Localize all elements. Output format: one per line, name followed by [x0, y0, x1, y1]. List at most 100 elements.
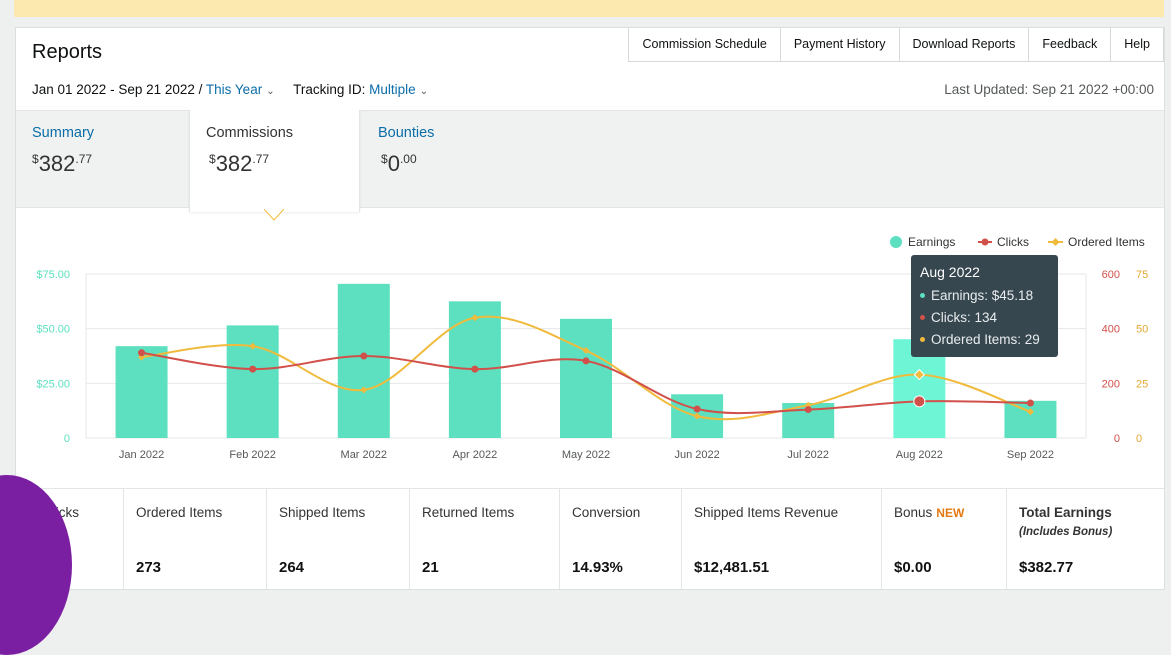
filter-bar: Jan 01 2022 - Sep 21 2022 / This Year ⌄ T… — [32, 82, 428, 97]
legend-clicks-marker — [981, 238, 989, 246]
stat-sublabel: (Includes Bonus) — [1019, 526, 1113, 538]
clicks-point — [471, 365, 479, 373]
ordered-items-point — [693, 412, 701, 420]
tooltip-ordered-items: Ordered Items: 29 — [920, 329, 1049, 351]
ordered-items-point — [1026, 408, 1034, 416]
tab-summary[interactable]: Summary $382.77 — [16, 111, 189, 207]
right-axis-clicks-tick: 200 — [1102, 378, 1120, 390]
clicks-point — [138, 349, 146, 357]
stat-value: 273 — [136, 559, 162, 576]
stat-label: Shipped Items Revenue — [694, 505, 839, 520]
tracking-id-value: Multiple — [369, 82, 416, 97]
ordered-items-line — [141, 315, 1031, 421]
stat-bonus: Bonus NEW $0.00 — [882, 489, 1007, 589]
chevron-down-icon: ⌄ — [266, 86, 275, 97]
tab-commissions-label: Commissions — [206, 125, 294, 141]
x-axis-tick: May 2022 — [562, 449, 610, 461]
tracking-id-dropdown[interactable]: Multiple ⌄ — [369, 82, 428, 97]
download-reports-link[interactable]: Download Reports — [898, 28, 1030, 62]
left-axis-tick: $25.00 — [36, 378, 70, 390]
stat-conversion: Conversion 14.93% — [560, 489, 682, 589]
clicks-point — [582, 357, 590, 365]
clicks-point — [693, 405, 701, 413]
x-axis-tick: Apr 2022 — [453, 449, 498, 461]
left-axis-tick: $50.00 — [36, 324, 70, 336]
tooltip-clicks: Clicks: 134 — [920, 307, 1049, 329]
date-range: Jan 01 2022 - Sep 21 2022 / — [32, 82, 203, 97]
tab-commissions[interactable]: Commissions $382.77 — [189, 110, 360, 212]
chart-tooltip: Aug 2022 Earnings: $45.18 Clicks: 134 Or… — [911, 255, 1058, 357]
report-tabs: Summary $382.77 Commissions $382.77 Boun… — [16, 110, 1164, 212]
x-axis-tick: Feb 2022 — [229, 449, 275, 461]
stat-returned-items: Returned Items 21 — [410, 489, 560, 589]
tracking-id-label: Tracking ID: — [293, 82, 366, 97]
notice-banner — [14, 0, 1164, 17]
new-badge: NEW — [936, 506, 965, 520]
tooltip-earnings: Earnings: $45.18 — [920, 285, 1049, 307]
ordered-items-point — [804, 401, 812, 409]
tab-summary-amount: $382.77 — [32, 151, 93, 176]
legend-earnings-marker — [890, 236, 902, 248]
clicks-point — [249, 365, 257, 373]
legend-earnings-label: Earnings — [908, 235, 955, 249]
clicks-point — [360, 352, 368, 360]
left-axis-tick: 0 — [64, 433, 70, 445]
clicks-point — [804, 406, 812, 414]
stat-label: Ordered Items — [136, 505, 223, 520]
ordered-items-point — [138, 353, 146, 361]
reports-card: Reports Commission Schedule Payment Hist… — [15, 27, 1165, 590]
ordered-items-point — [582, 347, 590, 355]
right-axis-items-tick: 25 — [1136, 378, 1148, 390]
period-dropdown[interactable]: This Year ⌄ — [206, 82, 275, 97]
stat-value: $382.77 — [1019, 559, 1074, 576]
clicks-point — [913, 395, 926, 408]
report-links: Commission Schedule Payment History Down… — [628, 28, 1164, 62]
x-axis-tick: Aug 2022 — [896, 449, 943, 461]
stat-total-earnings: Total Earnings (Includes Bonus) $382.77 — [1007, 489, 1164, 589]
ordered-items-point — [360, 386, 368, 394]
stat-label: Bonus NEW — [894, 505, 965, 520]
x-axis-tick: Jul 2022 — [787, 449, 829, 461]
right-axis-clicks-tick: 600 — [1102, 269, 1120, 281]
ordered-items-point — [471, 314, 479, 322]
stat-ordered-items: Ordered Items 273 — [124, 489, 267, 589]
legend-ordered-items-label: Ordered Items — [1068, 235, 1145, 249]
commission-schedule-link[interactable]: Commission Schedule — [628, 28, 781, 62]
x-axis-tick: Jan 2022 — [119, 449, 164, 461]
tooltip-title: Aug 2022 — [920, 264, 980, 280]
earnings-bar — [226, 325, 279, 438]
stats-row: Clicks 28 Ordered Items 273 Shipped Item… — [16, 488, 1164, 589]
right-axis-clicks-tick: 0 — [1114, 433, 1120, 445]
stat-label: Returned Items — [422, 505, 515, 520]
payment-history-link[interactable]: Payment History — [779, 28, 900, 62]
ordered-items-point — [913, 368, 926, 381]
feedback-link[interactable]: Feedback — [1028, 28, 1112, 62]
period-value: This Year — [205, 82, 263, 97]
active-tab-pointer — [264, 209, 284, 221]
earnings-bar — [115, 346, 168, 438]
stat-value: $0.00 — [894, 559, 932, 576]
clicks-point — [1026, 399, 1034, 407]
legend-ordered-items-marker — [1051, 238, 1060, 246]
x-axis-tick: Sep 2022 — [1007, 449, 1054, 461]
ordered-items-point — [249, 342, 257, 350]
legend-clicks-label: Clicks — [997, 235, 1029, 249]
right-axis-clicks-tick: 400 — [1102, 324, 1120, 336]
tab-commissions-amount: $382.77 — [209, 151, 270, 176]
stat-value: 264 — [279, 559, 305, 576]
stat-label: Conversion — [572, 505, 641, 520]
stat-value: 21 — [422, 559, 439, 576]
left-axis-tick: $75.00 — [36, 269, 70, 281]
chevron-down-icon: ⌄ — [419, 86, 429, 97]
tab-summary-label: Summary — [32, 125, 95, 141]
tab-bounties[interactable]: Bounties $0.00 — [360, 111, 530, 207]
x-axis-tick: Jun 2022 — [674, 449, 719, 461]
page-title: Reports — [32, 41, 103, 63]
earnings-chart: 0 0 0 $25.00 200 25 $50.00 400 50 $75.00 600 75 Jan … — [36, 235, 1148, 461]
right-axis-items-tick: 0 — [1136, 433, 1142, 445]
stat-value: 14.93% — [572, 559, 623, 576]
right-axis-items-tick: 50 — [1136, 324, 1148, 336]
earnings-bar — [337, 283, 390, 438]
x-axis-tick: Mar 2022 — [341, 449, 387, 461]
help-link[interactable]: Help — [1110, 28, 1164, 62]
